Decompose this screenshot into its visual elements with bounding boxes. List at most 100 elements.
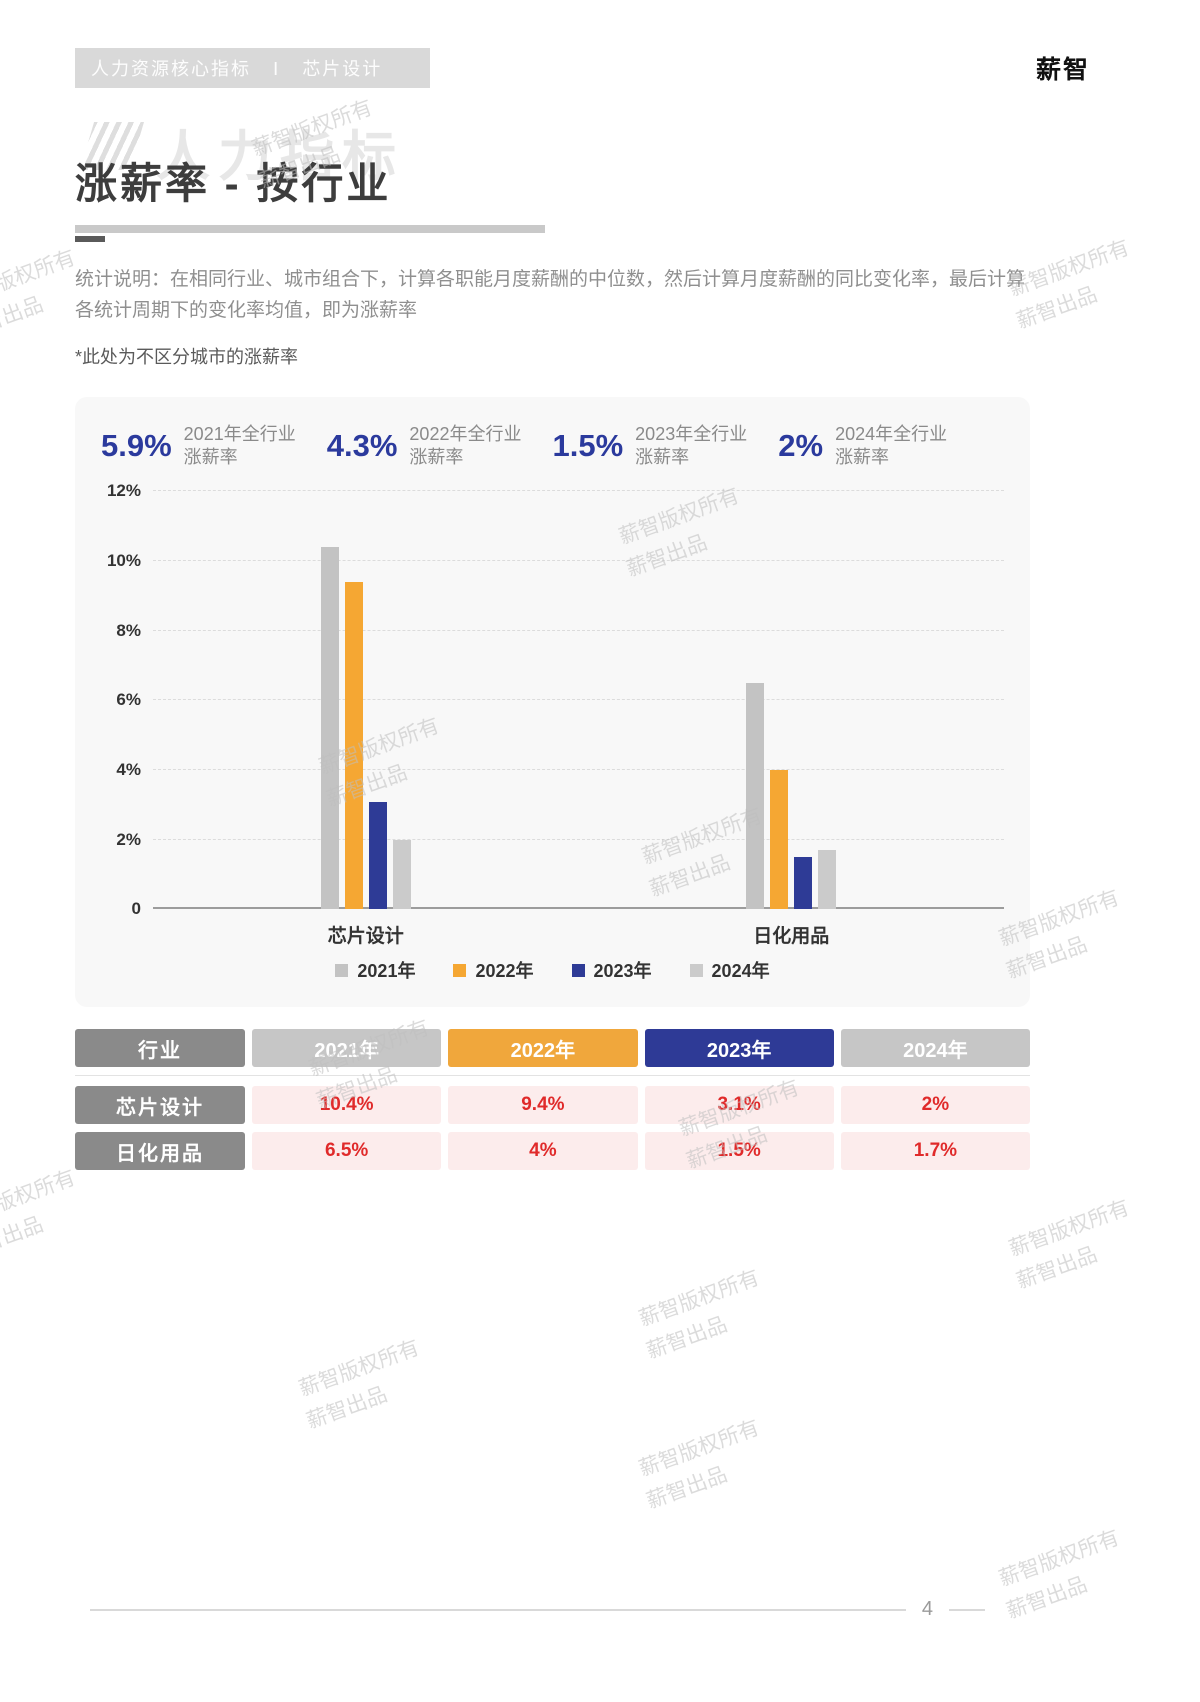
footer-line	[949, 1608, 985, 1611]
page-footer: 4	[90, 1598, 985, 1621]
stat-2022: 4.3% 2022年全行业 涨薪率	[327, 423, 553, 470]
legend-label: 2022年	[475, 961, 534, 982]
category-label: 日化用品	[753, 926, 830, 948]
stat-label: 2021年全行业 涨薪率	[184, 423, 296, 470]
table-separator	[75, 1075, 1030, 1077]
table-value-cell: 4%	[448, 1132, 638, 1171]
bar-2023年-日化用品	[794, 857, 813, 910]
bar-2024年-日化用品	[818, 850, 837, 910]
statistics-description: 统计说明：在相同行业、城市组合下，计算各职能月度薪酬的中位数，然后计算月度薪酬的…	[75, 269, 1026, 322]
y-tick-label: 10%	[106, 551, 141, 571]
table-value-cell: 9.4%	[448, 1086, 638, 1125]
bar-2024年-芯片设计	[392, 839, 411, 910]
legend-label: 2024年	[711, 961, 770, 982]
watermark: 薪智版权所有 薪智出品	[1006, 1196, 1133, 1293]
table-row: 芯片设计 10.4% 9.4% 3.1% 2%	[75, 1086, 1030, 1125]
chart-legend: 2021年 2022年 2023年 2024年	[101, 957, 1004, 983]
bar-2021年-日化用品	[746, 683, 765, 910]
watermark: 薪智版权所有 薪智出品	[996, 1526, 1123, 1623]
y-tick-label: 2%	[116, 829, 141, 849]
legend-item: 2022年	[453, 957, 534, 983]
chart-card: 5.9% 2021年全行业 涨薪率 4.3% 2022年全行业 涨薪率 1.5%	[75, 396, 1030, 1008]
stat-label-bottom: 涨薪率	[183, 447, 238, 468]
brand-logo: 薪智	[1035, 56, 1090, 84]
table-year-header-0: 2021年	[252, 1029, 442, 1068]
stat-2024: 2% 2024年全行业 涨薪率	[778, 423, 1004, 470]
watermark: 薪智版权所有 薪智出品	[296, 1336, 423, 1433]
table-year-header-2: 2023年	[644, 1029, 834, 1068]
page-number: 4	[921, 1598, 933, 1620]
table-value-cell: 3.1%	[644, 1086, 834, 1125]
page-title: 涨薪率 - 按行业	[75, 160, 392, 207]
legend-swatch	[453, 963, 467, 977]
table-value-cell: 1.5%	[644, 1132, 834, 1171]
watermark: 薪智版权所有 薪智出品	[0, 1166, 79, 1263]
bar-2023年-芯片设计	[368, 801, 387, 910]
bar-2022年-日化用品	[770, 770, 789, 910]
table-value-cell: 10.4%	[252, 1086, 442, 1125]
watermark: 薪智版权所有 薪智出品	[636, 1266, 763, 1363]
chart-y-axis: 12% 10% 8% 6% 4% 2% 0	[101, 481, 153, 918]
gridline	[153, 560, 1004, 562]
table-industry-cell: 日化用品	[75, 1132, 245, 1171]
stat-label-bottom: 涨薪率	[635, 447, 690, 468]
title-underline	[75, 225, 1200, 242]
x-axis-line	[153, 907, 1004, 910]
legend-swatch	[571, 963, 585, 977]
stat-value: 2%	[778, 428, 824, 464]
table-value-cell: 2%	[840, 1086, 1030, 1125]
footer-line	[90, 1608, 906, 1611]
stat-value: 5.9%	[101, 428, 172, 464]
underline-dark-bar	[75, 236, 105, 242]
stat-value: 4.3%	[326, 428, 398, 464]
category-label: 芯片设计	[327, 926, 404, 948]
gridline	[153, 838, 1004, 840]
industry-table: 行业 2021年 2022年 2023年 2024年 芯片设计 10.4% 9.…	[75, 1029, 1030, 1171]
legend-label: 2021年	[357, 961, 416, 982]
gridline	[153, 490, 1004, 492]
gridline	[153, 629, 1004, 631]
stat-value: 1.5%	[552, 428, 624, 464]
table-year-header-1: 2022年	[448, 1029, 638, 1068]
breadcrumb: 人力资源核心指标 Ⅰ 芯片设计	[75, 48, 430, 88]
breadcrumb-primary: 人力资源核心指标	[91, 59, 251, 79]
stat-2023: 1.5% 2023年全行业 涨薪率	[553, 423, 779, 470]
bar-2022年-芯片设计	[344, 582, 363, 910]
underline-light-bar	[75, 225, 545, 233]
page-header: 人力资源核心指标 Ⅰ 芯片设计 薪智	[0, 0, 1200, 88]
gridline	[153, 699, 1004, 701]
table-industry-cell: 芯片设计	[75, 1086, 245, 1125]
legend-item: 2021年	[335, 957, 415, 983]
stat-label-top: 2022年全行业	[409, 423, 522, 444]
stat-2021: 5.9% 2021年全行业 涨薪率	[101, 423, 327, 470]
stat-label-top: 2023年全行业	[635, 423, 748, 444]
stat-label: 2023年全行业 涨薪率	[635, 423, 747, 470]
table-value-cell: 6.5%	[252, 1132, 442, 1171]
watermark: 薪智版权所有 薪智出品	[636, 1416, 763, 1513]
table-industry-header: 行业	[75, 1029, 245, 1068]
background-ghost: 人力指标	[80, 112, 404, 191]
table-row: 日化用品 6.5% 4% 1.5% 1.7%	[75, 1132, 1030, 1171]
chart-plot	[153, 490, 1004, 910]
bar-group	[746, 491, 837, 910]
breadcrumb-section: 芯片设计	[302, 59, 383, 79]
y-tick-label: 8%	[116, 620, 141, 640]
y-tick-label: 12%	[106, 481, 141, 501]
y-tick-label: 0	[131, 899, 141, 919]
ghost-label: 人力指标	[156, 127, 404, 187]
breadcrumb-separator: Ⅰ	[273, 59, 281, 79]
legend-item: 2024年	[689, 957, 770, 983]
bar-group	[320, 491, 411, 910]
city-note: *此处为不区分城市的涨薪率	[75, 346, 299, 367]
chart-x-labels: 芯片设计 日化用品	[153, 909, 1004, 949]
stat-label-top: 2024年全行业	[835, 423, 948, 444]
table-year-header-3: 2024年	[840, 1029, 1030, 1068]
legend-swatch	[335, 963, 349, 977]
y-tick-label: 6%	[116, 690, 141, 710]
table-header-row: 行业 2021年 2022年 2023年 2024年	[75, 1029, 1030, 1068]
table-value-cell: 1.7%	[840, 1132, 1030, 1171]
stat-label: 2022年全行业 涨薪率	[409, 423, 521, 470]
stat-label-bottom: 涨薪率	[409, 447, 464, 468]
legend-swatch	[689, 963, 703, 977]
